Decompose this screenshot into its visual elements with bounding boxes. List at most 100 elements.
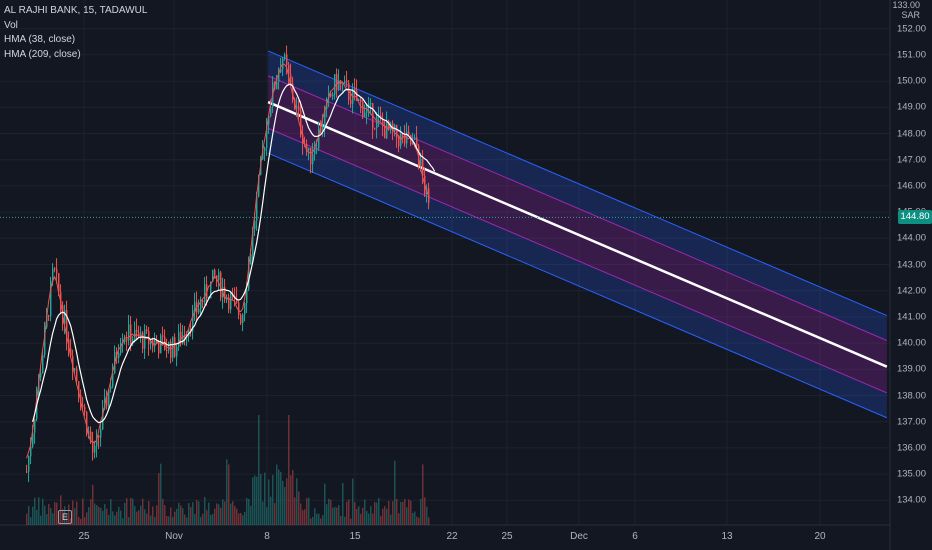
candle-body [74,368,76,371]
candle-body [144,329,146,349]
candle-body [56,269,58,274]
volume-bar [270,496,272,525]
candle-body [58,273,60,293]
channel-median-line [267,100,888,368]
volume-bar [304,509,306,525]
candle-body [150,340,152,345]
volume-bar [200,516,202,525]
candle-body [308,147,310,151]
volume-bar [368,513,370,525]
candle-body [358,99,360,101]
candle-body [204,284,206,302]
candle-body [318,127,320,149]
candle-body [396,124,398,138]
volume-bar [402,501,404,525]
candle-body [238,302,240,316]
volume-bar [380,515,382,525]
volume-bar [162,498,164,525]
volume-bar [34,497,36,525]
candle-body [174,337,176,357]
volume-bar [244,511,246,525]
volume-bar [308,497,310,525]
volume-bar [224,501,226,525]
volume-bar [98,506,100,525]
y-tick-label: 144.00 [896,232,926,244]
volume-bar [50,508,52,525]
candle-body [266,124,268,148]
volume-bar [112,511,114,525]
volume-bar [318,513,320,525]
candle-body [28,456,30,472]
volume-bar [422,464,424,525]
candle-body [212,269,214,282]
symbol-label[interactable]: AL RAJHI BANK, 15, TADAWUL [4,5,148,16]
volume-bar [400,501,402,525]
volume-bar [102,510,104,525]
candle-body [66,310,68,340]
volume-bar [186,517,188,525]
candle-body [92,442,94,453]
chart-legend: AL RAJHI BANK, 15, TADAWUL Vol HMA (38, … [4,4,147,62]
candle-body [262,150,264,160]
volume-bar [276,464,278,525]
volume-bar [32,506,34,525]
volume-bar [100,507,102,525]
volume-bar [294,497,296,525]
volume-bar [418,517,420,525]
volume-bar [312,516,314,525]
candle-body [428,188,430,204]
volume-bar [138,510,140,525]
volume-bar [84,517,86,525]
volume-bar [180,505,182,525]
hma-slow-label[interactable]: HMA (209, close) [4,48,81,60]
hma-fast-label[interactable]: HMA (38, close) [4,34,76,45]
candle-body [366,106,368,113]
candle-body [330,93,332,97]
volume-bar [158,473,160,525]
channel-upper-band [268,50,887,341]
price-axis[interactable]: 133.00 SAR 152.00 151.00 150.00 149.00 148.0… [892,0,932,550]
candle-body [180,332,182,344]
volume-label[interactable]: Vol [4,19,18,31]
volume-bar [252,477,254,525]
chart-logo-icon[interactable]: E [58,510,72,524]
volume-bar [328,498,330,525]
channel-upper-line [267,50,888,317]
y-tick-label: 151.00 [896,49,926,61]
candle-body [276,81,278,90]
volume-bar [74,508,76,525]
volume-bar [166,515,168,525]
volume-bar [222,499,224,525]
volume-bar [54,502,56,525]
volume-bar [48,504,50,525]
volume-bar [38,497,40,525]
y-tick-label: 134.00 [896,494,926,506]
volume-bar [390,514,392,525]
volume-bar [284,487,286,525]
volume-bar [174,511,176,525]
volume-bar [66,513,68,525]
volume-bar [116,511,118,525]
volume-bar [76,501,78,525]
volume-bar [250,505,252,525]
volume-bar [372,513,374,525]
candle-body [142,332,144,349]
candle-body [220,272,222,298]
volume-bar [230,503,232,525]
volume-bar [242,515,244,525]
volume-bar [420,498,422,525]
volume-bar [354,502,356,525]
candle-body [392,123,394,131]
channel-inner-upper-line [267,75,888,341]
volume-bar [126,498,128,525]
volume-bar [156,505,158,525]
candle-body [336,74,338,91]
candle-body [250,254,252,264]
candle-body [416,137,418,147]
hma-lines [26,63,436,459]
volume-bar [122,518,124,525]
volume-bar [94,503,96,525]
candle-body [388,120,390,131]
